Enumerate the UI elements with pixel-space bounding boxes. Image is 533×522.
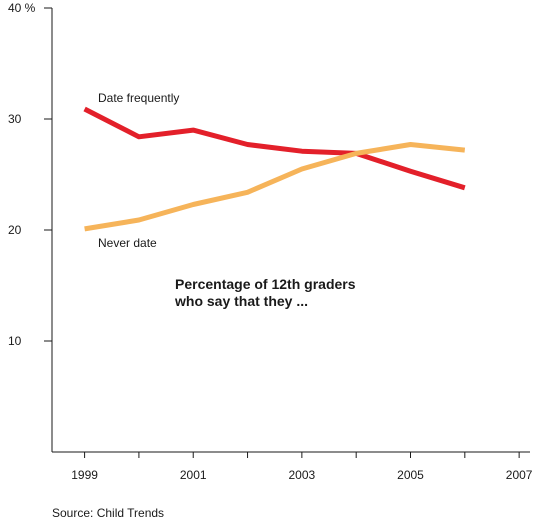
annotation-line: Percentage of 12th graders bbox=[175, 276, 356, 292]
series-line-never-date bbox=[84, 142, 466, 232]
source-note: Source: Child Trends bbox=[52, 506, 165, 520]
series-label-never-date: Never date bbox=[98, 236, 157, 250]
annotation-line: who say that they ... bbox=[174, 293, 308, 309]
y-tick-label: 40 % bbox=[8, 1, 36, 15]
x-tick-label: 2005 bbox=[397, 468, 424, 482]
x-tick-label: 2001 bbox=[180, 468, 207, 482]
labels-layer: Date frequently Never date Percentage of 1… bbox=[98, 91, 356, 309]
y-tick-label: 20 bbox=[8, 223, 22, 237]
series-line-date-frequently bbox=[83, 106, 466, 191]
x-tick-label: 1999 bbox=[71, 468, 98, 482]
x-tick-label: 2003 bbox=[289, 468, 316, 482]
y-tick-label: 30 bbox=[8, 112, 22, 126]
series-layer bbox=[83, 106, 466, 232]
series-label-date-frequently: Date frequently bbox=[98, 91, 179, 105]
x-tick-label: 2007 bbox=[506, 468, 533, 482]
axes: 40 % 30 20 10 1999 2001 2003 2005 2007 bbox=[8, 1, 533, 482]
y-tick-label: 10 bbox=[8, 334, 22, 348]
